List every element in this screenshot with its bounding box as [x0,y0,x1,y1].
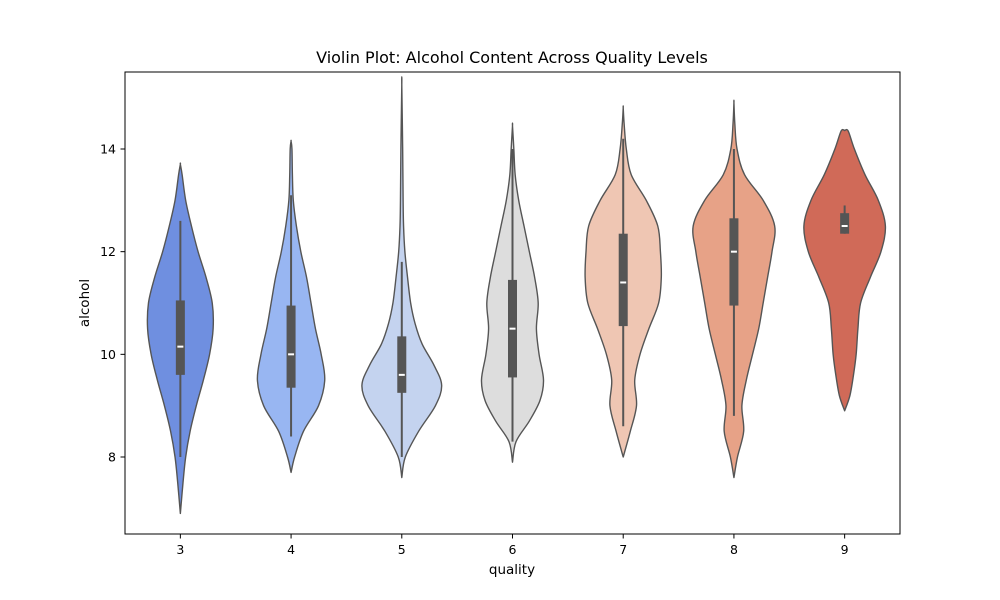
chart-title: Violin Plot: Alcohol Content Across Qual… [316,48,708,67]
violin-7 [584,105,663,458]
x-tick-label-8: 8 [730,542,738,557]
x-tick-label-3: 3 [176,542,184,557]
violin-5 [361,76,443,479]
x-axis-label: quality [489,562,535,578]
violins-layer [146,76,887,515]
x-tick-label-6: 6 [509,542,517,557]
y-axis: 8 10 12 14 [100,142,125,465]
x-axis: 3 4 5 6 7 8 9 [176,534,849,557]
violin-3 [146,162,215,515]
violin-8 [692,99,776,479]
violin-iqr-box-5 [397,336,407,393]
violin-6 [480,122,545,463]
y-tick-label-10: 10 [100,347,116,362]
x-tick-label-7: 7 [619,542,627,557]
x-tick-label-9: 9 [841,542,849,557]
violin-body-9 [803,128,887,412]
violin-iqr-box-3 [175,300,185,375]
y-tick-label-12: 12 [100,244,116,259]
violin-9 [803,128,887,412]
x-tick-label-5: 5 [398,542,406,557]
violin-iqr-box-8 [729,218,739,306]
y-tick-label-8: 8 [108,450,116,465]
violin-4 [256,139,326,474]
violin-iqr-box-7 [618,233,628,327]
x-tick-label-4: 4 [287,542,295,557]
violin-iqr-box-9 [840,213,850,234]
violin-iqr-box-4 [286,305,296,388]
y-axis-label: alcohol [77,279,93,327]
y-tick-label-14: 14 [100,142,116,157]
